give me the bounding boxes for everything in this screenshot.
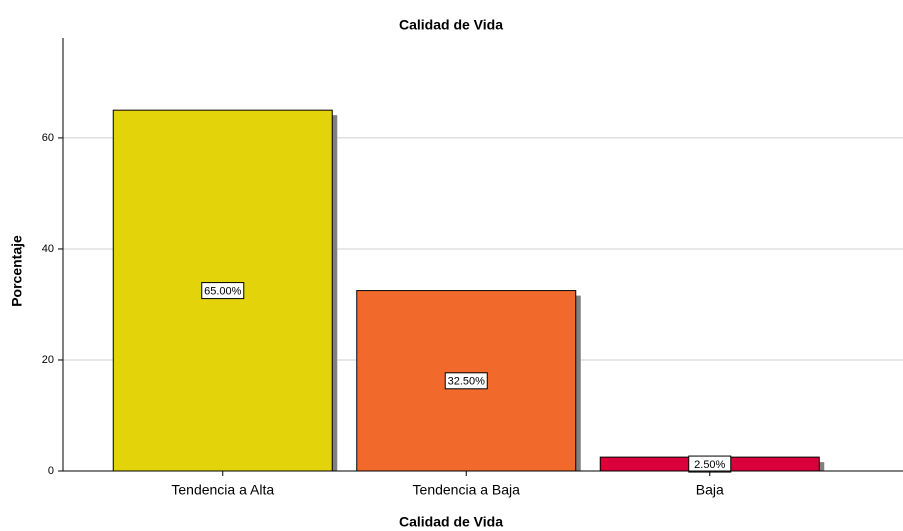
y-tick-label: 0 xyxy=(48,465,54,477)
value-label-box xyxy=(444,372,488,390)
x-tick-label: Tendencia a Baja xyxy=(413,482,521,498)
chart-title: Calidad de Vida xyxy=(399,17,503,33)
y-tick-label: 40 xyxy=(42,243,54,255)
x-axis-title: Calidad de Vida xyxy=(399,514,503,530)
y-axis-title: Porcentaje xyxy=(9,235,25,307)
y-tick-label: 60 xyxy=(42,132,54,144)
x-tick-label: Tendencia a Alta xyxy=(171,482,274,498)
x-tick-label: Baja xyxy=(696,482,724,498)
value-label: 65.00% xyxy=(204,285,242,297)
value-label: 32.50% xyxy=(448,376,486,388)
value-label: 2.50% xyxy=(694,459,725,471)
value-label-box xyxy=(201,282,245,300)
y-tick-label: 20 xyxy=(42,354,54,366)
